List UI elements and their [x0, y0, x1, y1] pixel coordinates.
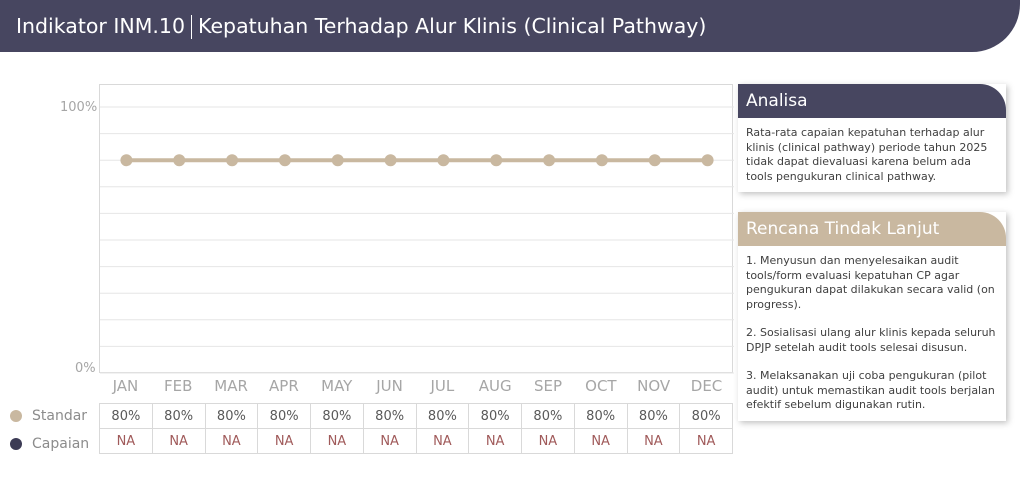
data-point-standar: [120, 154, 133, 167]
legend-standar: Standar: [10, 408, 87, 424]
month-label-oct: OCT: [585, 377, 617, 395]
rtl-panel: Rencana Tindak Lanjut 1. Menyusun dan me…: [738, 212, 1006, 421]
standar-cell: 80%: [626, 403, 681, 429]
data-point-standar: [543, 154, 556, 167]
analisa-text: Rata-rata capaian kepatuhan terhadap alu…: [746, 126, 988, 183]
capaian-cell: NA: [468, 428, 522, 454]
month-label-sep: SEP: [534, 377, 563, 395]
data-point-standar: [384, 154, 397, 167]
month-label-nov: NOV: [637, 377, 671, 395]
y-tick-100: 100%: [60, 100, 98, 115]
rtl-body: 1. Menyusun dan menyelesaikan audit tool…: [738, 246, 1006, 421]
data-point-standar: [490, 154, 503, 167]
standar-dot-icon: [10, 410, 22, 422]
legend-standar-label: Standar: [32, 408, 88, 424]
legend-capaian-label: Capaian: [32, 436, 90, 452]
indicator-code: Indikator INM.10: [16, 13, 186, 38]
page-title: Indikator INM.10 Kepatuhan Terhadap Alur …: [0, 14, 706, 39]
capaian-cell: NA: [679, 428, 733, 454]
data-point-standar: [278, 154, 291, 167]
legend-capaian: Capaian: [10, 436, 89, 452]
standar-cell: 80%: [521, 403, 575, 429]
table-row-standar: 80% 80% 80% 80% 80% 80% 80% 80% 80% 80% 80% 80%: [99, 403, 733, 429]
line-chart: [99, 84, 734, 374]
standar-cell: 80%: [362, 403, 417, 429]
analisa-title: Analisa: [746, 91, 808, 111]
capaian-cell: NA: [415, 428, 470, 454]
rtl-header: Rencana Tindak Lanjut: [738, 212, 1006, 246]
data-point-standar: [595, 154, 608, 167]
month-label-dec: DEC: [690, 377, 723, 395]
indicator-title: Kepatuhan Terhadap Alur Klinis (Clinical…: [198, 13, 707, 38]
capaian-cell: NA: [310, 428, 364, 454]
month-label-aug: AUG: [478, 377, 512, 395]
rtl-item-1: 1. Menyusun dan menyelesaikan audit tool…: [746, 254, 995, 311]
table-row-capaian: NA NA NA NA NA NA NA NA NA NA NA NA: [99, 428, 733, 454]
month-label-may: MAY: [321, 377, 353, 395]
rtl-item-2: 2. Sosialisasi ulang alur klinis kepada …: [746, 326, 996, 354]
month-label-jan: JAN: [112, 377, 139, 395]
capaian-dot-icon: [10, 438, 22, 450]
capaian-cell: NA: [99, 428, 153, 454]
analisa-panel: Analisa Rata-rata capaian kepatuhan terh…: [738, 84, 1006, 192]
capaian-cell: NA: [521, 428, 575, 454]
capaian-cell: NA: [257, 428, 311, 454]
data-table: 80% 80% 80% 80% 80% 80% 80% 80% 80% 80% 80% 80% NA N…: [99, 403, 733, 454]
month-label-apr: APR: [269, 377, 299, 395]
data-point-standar: [331, 154, 344, 167]
standar-cell: 80%: [204, 403, 259, 429]
month-label-mar: MAR: [214, 377, 248, 395]
analisa-header: Analisa: [738, 84, 1006, 118]
standar-cell: 80%: [151, 403, 206, 429]
data-point-standar: [437, 154, 450, 167]
data-point-standar: [226, 154, 239, 167]
month-label-jun: JUN: [376, 377, 403, 395]
standar-cell: 80%: [573, 403, 628, 429]
title-divider: [191, 14, 193, 39]
month-axis: JAN FEB MAR APR MAY JUN JUL AUG SEP OCT NOV DEC: [99, 377, 733, 401]
header-bar: Indikator INM.10 Kepatuhan Terhadap Alur …: [0, 0, 1020, 52]
standar-cell: 80%: [679, 403, 733, 429]
capaian-cell: NA: [204, 428, 259, 454]
month-label-feb: FEB: [164, 377, 193, 395]
capaian-cell: NA: [573, 428, 628, 454]
standar-cell: 80%: [257, 403, 311, 429]
data-point-standar: [173, 154, 186, 167]
capaian-cell: NA: [626, 428, 681, 454]
capaian-cell: NA: [362, 428, 417, 454]
analisa-body: Rata-rata capaian kepatuhan terhadap alu…: [738, 118, 1006, 192]
chart-plot: [100, 106, 734, 374]
month-label-jul: JUL: [430, 377, 455, 395]
standar-cell: 80%: [468, 403, 522, 429]
standar-cell: 80%: [415, 403, 470, 429]
data-point-standar: [701, 154, 714, 167]
standar-cell: 80%: [310, 403, 364, 429]
capaian-cell: NA: [151, 428, 206, 454]
y-tick-0: 0%: [75, 361, 96, 376]
rtl-title: Rencana Tindak Lanjut: [746, 219, 940, 239]
rtl-item-3: 3. Melaksanakan uji coba pengukuran (pil…: [746, 369, 995, 411]
data-point-standar: [648, 154, 661, 167]
standar-cell: 80%: [99, 403, 153, 429]
